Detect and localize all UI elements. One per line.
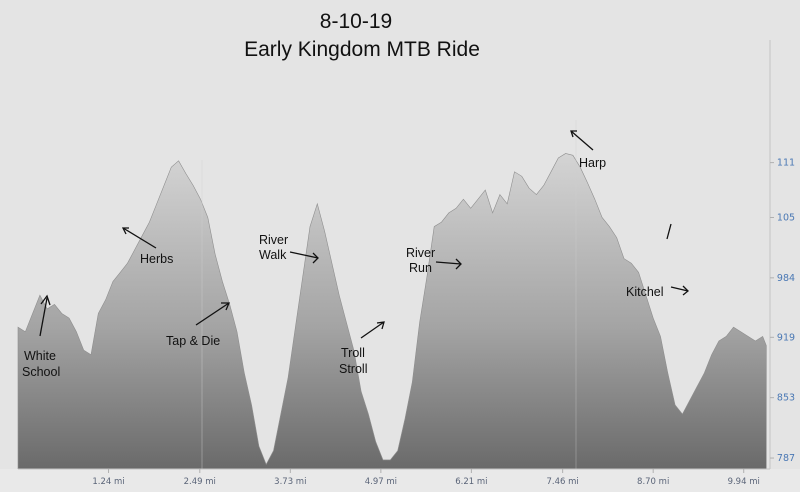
y-tick-label: 787: [777, 453, 795, 464]
annotation-arrowhead: [121, 227, 129, 235]
y-tick-label: 984: [777, 273, 795, 284]
annotation-label: Stroll: [339, 362, 367, 376]
annotation-label: Tap & Die: [166, 334, 220, 348]
x-axis-band: [0, 469, 800, 492]
x-tick-label: 7.46 mi: [547, 477, 579, 487]
annotation-arrow: [39, 297, 48, 337]
y-tick-label: 853: [777, 393, 795, 404]
x-tick-label: 3.73 mi: [274, 477, 306, 487]
annotation-arrowhead: [570, 130, 577, 138]
annotation-arrow: [122, 227, 157, 249]
annotation-arrow: [570, 130, 594, 151]
x-tick-label: 2.49 mi: [184, 477, 216, 487]
annotation-river-walk: River Walk: [259, 233, 319, 264]
annotation-label: Kitchel: [626, 285, 664, 299]
annotation-kitchel: Kitchel: [626, 223, 689, 299]
annotation-troll-stroll: Troll Stroll: [339, 321, 385, 376]
annotation-harp: Harp: [570, 130, 606, 170]
y-tick-label: 919: [777, 332, 795, 343]
annotation-arrowhead: [312, 252, 319, 264]
x-tick-label: 4.97 mi: [365, 477, 397, 487]
annotation-label: Herbs: [140, 252, 173, 266]
annotation-arrow: [670, 286, 689, 292]
annotation-river-run: River Run: [406, 246, 462, 275]
x-tick-label: 1.24 mi: [92, 477, 124, 487]
annotation-label: Run: [409, 261, 432, 275]
annotation-arrow: [289, 251, 319, 259]
annotation-label: Walk: [259, 248, 287, 262]
x-tick-label: 9.94 mi: [728, 477, 760, 487]
annotation-arrow: [435, 261, 462, 265]
annotation-label: White: [24, 349, 56, 363]
y-tick-label: 111: [777, 158, 795, 169]
chart-title-line-2: Early Kingdom MTB Ride: [244, 38, 480, 61]
x-axis-ticks: 1.24 mi 2.49 mi 3.73 mi 4.97 mi 6.21 mi 7.46 …: [92, 469, 760, 487]
chart-title-line-1: 8-10-19: [320, 10, 392, 33]
annotation-arrow: [360, 321, 385, 339]
annotation-label: River: [406, 246, 435, 260]
annotation-label: School: [22, 365, 60, 379]
annotation-label: Harp: [579, 156, 606, 170]
x-tick-label: 8.70 mi: [637, 477, 669, 487]
annotation-label: Troll: [341, 346, 365, 360]
y-tick-label: 105: [777, 212, 795, 223]
annotation-tap-die: Tap & Die: [166, 302, 230, 348]
annotation-white-school: White School: [22, 294, 60, 379]
annotation-label: River: [259, 233, 288, 247]
x-tick-label: 6.21 mi: [455, 477, 487, 487]
annotation-tick-mark: [666, 223, 672, 240]
annotation-arrow: [195, 302, 230, 326]
annotation-arrowhead: [455, 258, 462, 270]
annotation-herbs: Herbs: [121, 227, 173, 266]
elevation-area: [17, 153, 767, 470]
y-axis-ticks: 111 105 984 919 853 787: [770, 158, 795, 464]
annotation-arrowhead: [221, 302, 230, 311]
annotation-arrowhead: [376, 321, 385, 330]
annotation-arrowhead: [682, 285, 689, 296]
annotation-arrowhead: [40, 294, 51, 306]
